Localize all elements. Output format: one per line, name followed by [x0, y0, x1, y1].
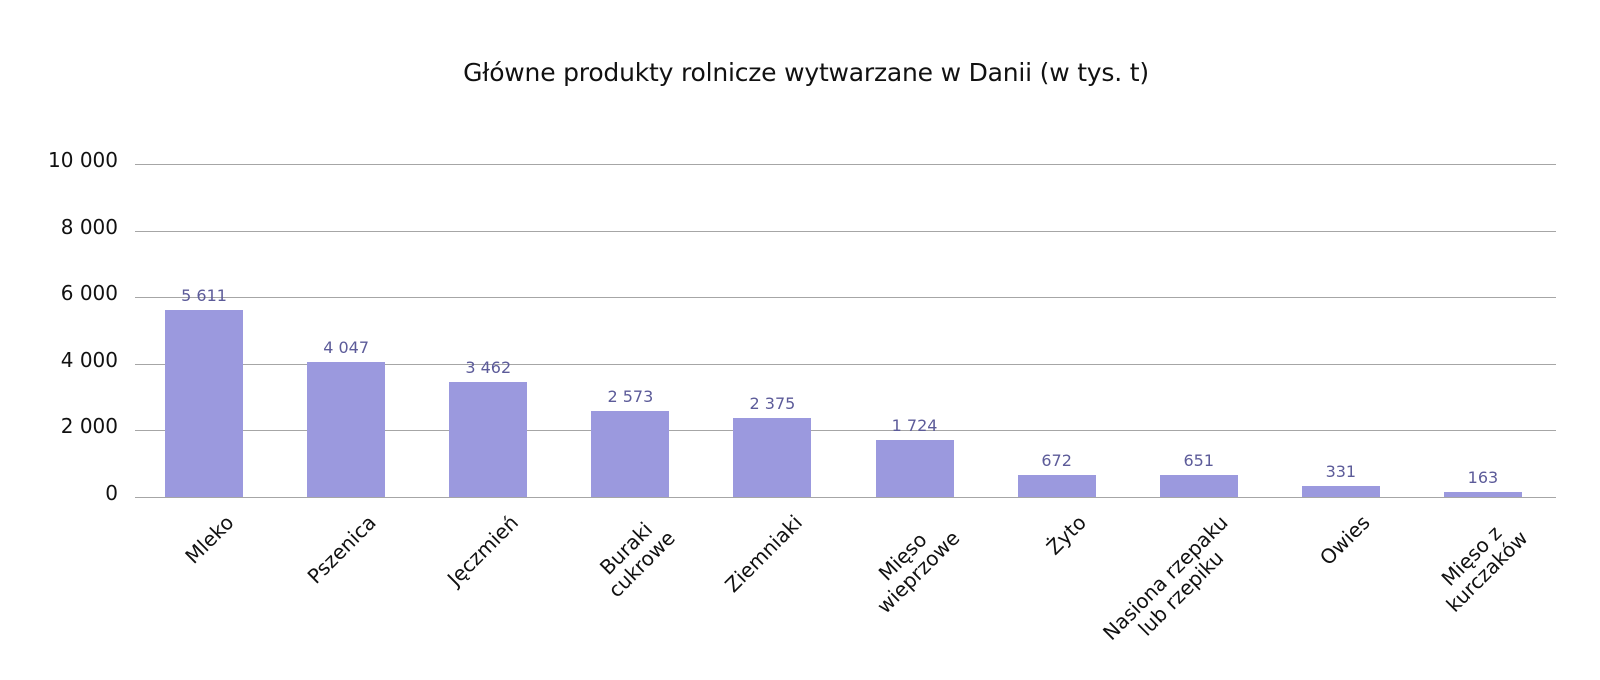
x-category-label: Ziemniaki	[719, 510, 807, 598]
bar	[449, 381, 528, 497]
bar-value-label: 4 047	[323, 338, 370, 358]
bar	[1017, 474, 1096, 497]
bar	[307, 362, 386, 497]
y-tick-label: 10 000	[48, 148, 118, 172]
y-tick-label: 8 000	[60, 214, 118, 239]
x-category-label: Mięso wieprzowe	[872, 525, 965, 619]
y-tick-label: 6 000	[60, 281, 118, 306]
bar-value-label: 5 611	[181, 286, 227, 306]
bar-value-label: 3 462	[465, 357, 512, 377]
x-category-label: Buraki cukrowe	[595, 517, 681, 603]
y-tick-label: 0	[105, 481, 118, 505]
bar	[591, 411, 670, 497]
bar	[1159, 475, 1238, 497]
gridline	[135, 164, 1556, 165]
bar	[1443, 491, 1522, 497]
bar-value-label: 163	[1467, 467, 1499, 487]
bar	[875, 439, 954, 497]
bar-value-label: 331	[1325, 461, 1357, 481]
x-category-label: Nasiona rzepaku lub rzepiku	[1098, 510, 1234, 645]
gridline	[135, 297, 1556, 299]
plot-area: 5 611 4 047 3 462 2 573 2 375 1 724 672 651 331 1…	[135, 164, 1556, 498]
x-category-label: Pszenica	[302, 510, 381, 589]
bar-value-label: 2 375	[749, 393, 796, 413]
bar-value-label: 651	[1183, 451, 1215, 471]
gridline	[135, 497, 1556, 498]
x-category-label: Żyto	[1041, 510, 1091, 560]
gridline	[135, 230, 1556, 232]
bar-value-label: 672	[1041, 450, 1072, 470]
x-category-label: Mięso z kurczaków	[1436, 520, 1533, 617]
gridline	[135, 363, 1556, 365]
bar	[1301, 485, 1380, 497]
bar	[165, 310, 244, 497]
bar	[733, 417, 812, 497]
x-category-label: Mleko	[180, 510, 239, 569]
x-category-label: Jęczmień	[442, 510, 523, 591]
gridline	[135, 430, 1556, 432]
bar-value-label: 1 724	[891, 415, 938, 435]
y-tick-label: 4 000	[60, 347, 118, 372]
x-category-label: Owies	[1315, 510, 1376, 570]
bar-value-label: 2 573	[607, 387, 654, 407]
chart-title: Główne produkty rolnicze wytwarzane w Da…	[463, 58, 1149, 87]
y-tick-label: 2 000	[60, 414, 118, 439]
